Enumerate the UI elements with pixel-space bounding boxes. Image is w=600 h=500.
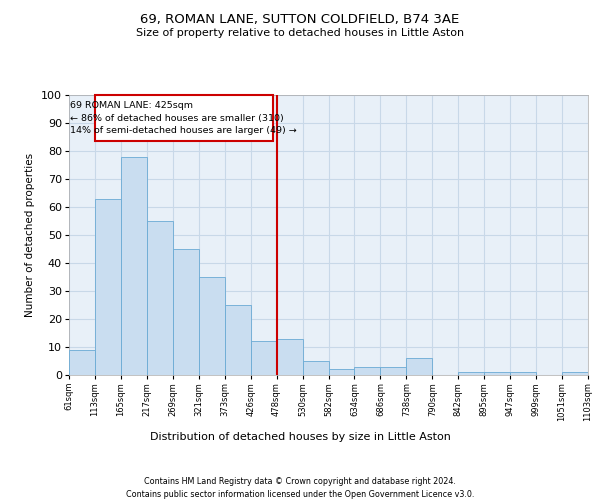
Bar bbox=[95, 198, 121, 375]
Bar bbox=[562, 372, 588, 375]
Bar bbox=[121, 156, 147, 375]
Bar bbox=[199, 277, 224, 375]
Bar bbox=[225, 305, 251, 375]
Text: 69 ROMAN LANE: 425sqm
← 86% of detached houses are smaller (310)
14% of semi-det: 69 ROMAN LANE: 425sqm ← 86% of detached … bbox=[70, 101, 297, 135]
Bar bbox=[173, 249, 199, 375]
Bar bbox=[147, 221, 173, 375]
Bar bbox=[458, 372, 484, 375]
Bar bbox=[302, 361, 329, 375]
Bar bbox=[277, 338, 302, 375]
Bar bbox=[484, 372, 510, 375]
Text: Contains public sector information licensed under the Open Government Licence v3: Contains public sector information licen… bbox=[126, 490, 474, 499]
Bar bbox=[406, 358, 432, 375]
Text: Size of property relative to detached houses in Little Aston: Size of property relative to detached ho… bbox=[136, 28, 464, 38]
Bar bbox=[510, 372, 536, 375]
FancyBboxPatch shape bbox=[95, 95, 273, 141]
Bar bbox=[69, 350, 95, 375]
Text: 69, ROMAN LANE, SUTTON COLDFIELD, B74 3AE: 69, ROMAN LANE, SUTTON COLDFIELD, B74 3A… bbox=[140, 12, 460, 26]
Bar bbox=[355, 366, 380, 375]
Y-axis label: Number of detached properties: Number of detached properties bbox=[25, 153, 35, 317]
Text: Distribution of detached houses by size in Little Aston: Distribution of detached houses by size … bbox=[149, 432, 451, 442]
Bar bbox=[251, 342, 277, 375]
Bar bbox=[329, 370, 355, 375]
Text: Contains HM Land Registry data © Crown copyright and database right 2024.: Contains HM Land Registry data © Crown c… bbox=[144, 478, 456, 486]
Bar bbox=[380, 366, 406, 375]
